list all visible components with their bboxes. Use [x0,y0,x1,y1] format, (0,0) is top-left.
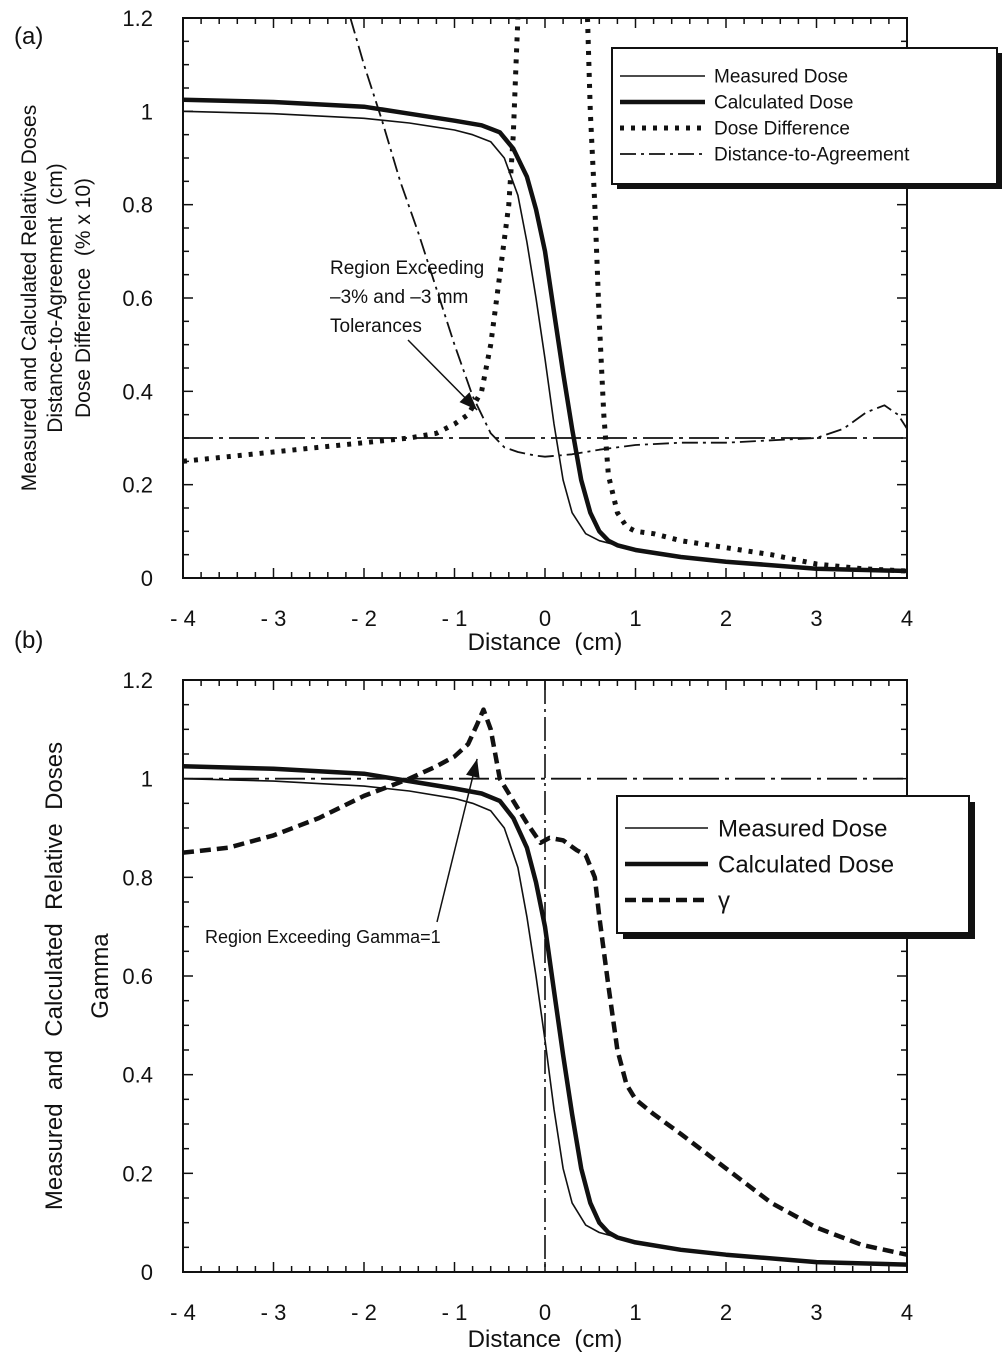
series-line-dashdot [349,18,907,458]
y-axis-label: Gamma [87,933,114,1019]
y-tick-label: 1.2 [122,6,153,31]
x-tick-label: - 1 [442,606,468,631]
plot-area [183,680,907,1272]
annotation-text: Region Exceeding Gamma=1 [205,927,441,947]
y-axis-label: Distance-to-Agreement (cm) [44,163,67,433]
legend-label: Dose Difference [714,119,850,140]
x-axis-label: Distance (cm) [468,1326,623,1353]
y-tick-label: 0 [141,566,153,591]
y-tick-label: 0.4 [122,1063,153,1088]
x-axis-label: Distance (cm) [468,629,623,656]
x-tick-label: 0 [539,606,551,631]
y-tick-label: 0.4 [122,379,153,404]
y-axis-label: Measured and Calculated Relative Doses [18,105,41,491]
x-tick-label: 1 [629,606,641,631]
x-tick-label: 4 [901,606,913,631]
x-tick-label: 2 [720,1300,732,1325]
y-tick-label: 1 [141,767,153,792]
legend-label: Distance-to-Agreement [714,145,910,166]
legend-label: γ [718,887,730,914]
y-tick-label: 0.6 [122,964,153,989]
y-tick-label: 0.8 [122,193,153,218]
annotation-arrowhead [459,392,478,410]
legend-label: Measured Dose [714,67,848,88]
plot-area [183,18,907,574]
annotation-text: –3% and –3 mm [330,287,468,308]
annotation-arrowhead [466,758,480,779]
y-axis-label: Measured and Calculated Relative Doses [41,742,68,1210]
y-tick-label: 1 [141,99,153,124]
legend-label: Calculated Dose [718,851,894,878]
x-tick-label: 4 [901,1300,913,1325]
x-tick-label: 3 [810,1300,822,1325]
series-line-dotted [183,18,907,574]
y-tick-label: 0.8 [122,865,153,890]
legend-label: Calculated Dose [714,93,853,114]
x-tick-label: 0 [539,1300,551,1325]
x-tick-label: - 2 [351,1300,377,1325]
y-tick-label: 0.6 [122,286,153,311]
x-tick-label: 2 [720,606,732,631]
y-tick-label: 1.2 [122,668,153,693]
y-tick-label: 0.2 [122,473,153,498]
y-tick-label: 0 [141,1260,153,1285]
x-tick-label: - 3 [261,606,287,631]
x-tick-label: 3 [810,606,822,631]
x-tick-label: - 3 [261,1300,287,1325]
x-tick-label: - 2 [351,606,377,631]
x-tick-label: - 1 [442,1300,468,1325]
annotation-text: Tolerances [330,316,422,337]
x-tick-label: - 4 [170,606,196,631]
series-line-dashed [183,707,907,1257]
y-tick-label: 0.2 [122,1161,153,1186]
series-line-thick [183,97,907,574]
panel-label: (b) [14,627,43,654]
annotation-text: Region Exceeding [330,258,484,279]
legend-box [611,47,998,185]
annotation-arrow [436,758,478,923]
y-axis-label: Dose Difference (% x 10) [72,178,95,418]
x-tick-label: - 4 [170,1300,196,1325]
panel-label: (a) [14,23,43,50]
series-line-thick [183,764,907,1267]
x-tick-label: 1 [629,1300,641,1325]
legend-label: Measured Dose [718,815,887,842]
